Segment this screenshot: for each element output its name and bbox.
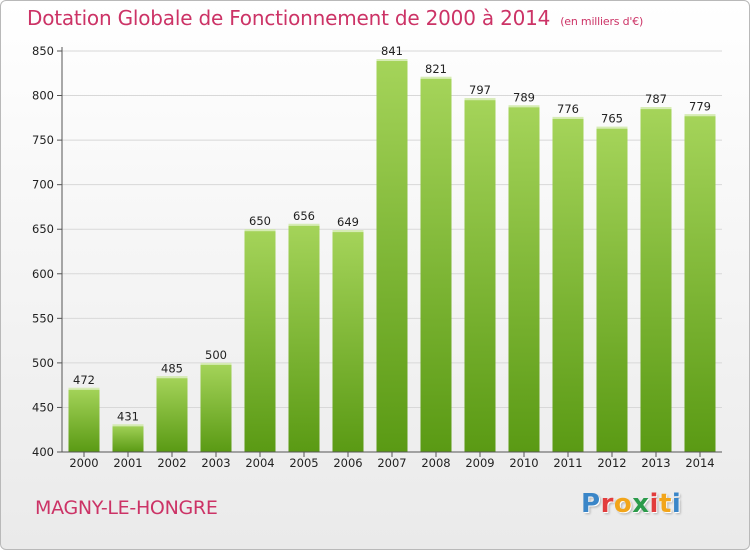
bar	[684, 114, 716, 452]
logo-letter: i	[671, 489, 682, 519]
labels: 400 450 500 550 600 650 700 750 800 850 472 2000 431…	[32, 44, 715, 470]
bars	[68, 59, 716, 453]
bar	[552, 116, 584, 452]
y-tick-label: 400	[32, 445, 54, 459]
bar-highlight	[596, 126, 628, 129]
logo-letter: t	[658, 489, 672, 519]
bar-highlight	[420, 76, 452, 79]
data-label: 650	[249, 214, 271, 228]
y-tick-label: 600	[32, 267, 54, 281]
y-tick-label: 750	[32, 133, 54, 147]
x-tick-label: 2008	[421, 456, 450, 470]
bar	[508, 105, 540, 452]
data-label: 789	[513, 90, 535, 104]
data-label: 649	[337, 215, 359, 229]
x-tick-label: 2000	[69, 456, 98, 470]
bar	[376, 59, 408, 453]
y-tick-label: 550	[32, 311, 54, 325]
bar	[596, 126, 628, 452]
bar	[464, 98, 496, 453]
bar	[156, 376, 188, 452]
bar-highlight	[640, 107, 672, 110]
axes	[57, 47, 722, 457]
data-label: 500	[205, 348, 227, 362]
logo-letter: i	[649, 489, 659, 519]
x-tick-label: 2003	[201, 456, 230, 470]
x-tick-label: 2006	[333, 456, 362, 470]
bar-highlight	[332, 230, 364, 233]
bar-highlight	[508, 105, 540, 108]
chart-unit-label: (en milliers d'€)	[560, 15, 644, 28]
bar-highlight	[112, 424, 144, 427]
bar	[68, 387, 100, 452]
proxiti-logo: Proxiti	[581, 489, 681, 519]
x-tick-label: 2010	[509, 456, 538, 470]
data-label: 821	[425, 62, 447, 76]
y-tick-label: 850	[32, 44, 54, 58]
chart-title: Dotation Globale de Fonctionnement de 20…	[27, 6, 643, 30]
bar	[112, 424, 144, 452]
chart-title-text: Dotation Globale de Fonctionnement de 20…	[27, 6, 551, 30]
bar-highlight	[156, 376, 188, 379]
bar-highlight	[552, 116, 584, 119]
data-label: 431	[117, 409, 139, 423]
bar-highlight	[288, 223, 320, 226]
data-label: 779	[689, 99, 711, 113]
commune-name: MAGNY-LE-HONGRE	[35, 497, 218, 519]
x-tick-label: 2001	[113, 456, 142, 470]
x-tick-label: 2007	[377, 456, 406, 470]
bar	[420, 76, 452, 452]
x-tick-label: 2009	[465, 456, 494, 470]
bar-highlight	[68, 387, 100, 390]
data-label: 776	[557, 102, 579, 116]
bar	[288, 223, 320, 452]
x-tick-label: 2005	[289, 456, 318, 470]
y-tick-label: 450	[32, 400, 54, 414]
data-label: 472	[73, 373, 95, 387]
x-tick-label: 2004	[245, 456, 274, 470]
x-tick-label: 2011	[553, 456, 582, 470]
bar-highlight	[244, 229, 276, 232]
bar-highlight	[376, 59, 408, 62]
logo-letter: P	[581, 489, 601, 519]
logo-letter: r	[600, 489, 614, 519]
y-tick-label: 650	[32, 222, 54, 236]
data-label: 485	[161, 361, 183, 375]
x-tick-label: 2012	[597, 456, 626, 470]
data-label: 787	[645, 92, 667, 106]
data-label: 797	[469, 83, 491, 97]
data-label: 765	[601, 112, 623, 126]
x-tick-label: 2013	[641, 456, 670, 470]
y-tick-label: 700	[32, 178, 54, 192]
data-label: 656	[293, 209, 315, 223]
bar	[200, 362, 232, 452]
logo-letter: x	[632, 489, 650, 519]
x-tick-label: 2014	[685, 456, 714, 470]
bar	[244, 229, 276, 452]
y-tick-label: 800	[32, 89, 54, 103]
x-tick-label: 2002	[157, 456, 186, 470]
bar	[332, 230, 364, 452]
y-tick-label: 500	[32, 356, 54, 370]
bar-highlight	[684, 114, 716, 117]
data-label: 841	[381, 44, 403, 58]
bar-highlight	[464, 98, 496, 101]
bar	[640, 107, 672, 452]
logo-letter: o	[613, 489, 633, 519]
bar-highlight	[200, 362, 232, 365]
